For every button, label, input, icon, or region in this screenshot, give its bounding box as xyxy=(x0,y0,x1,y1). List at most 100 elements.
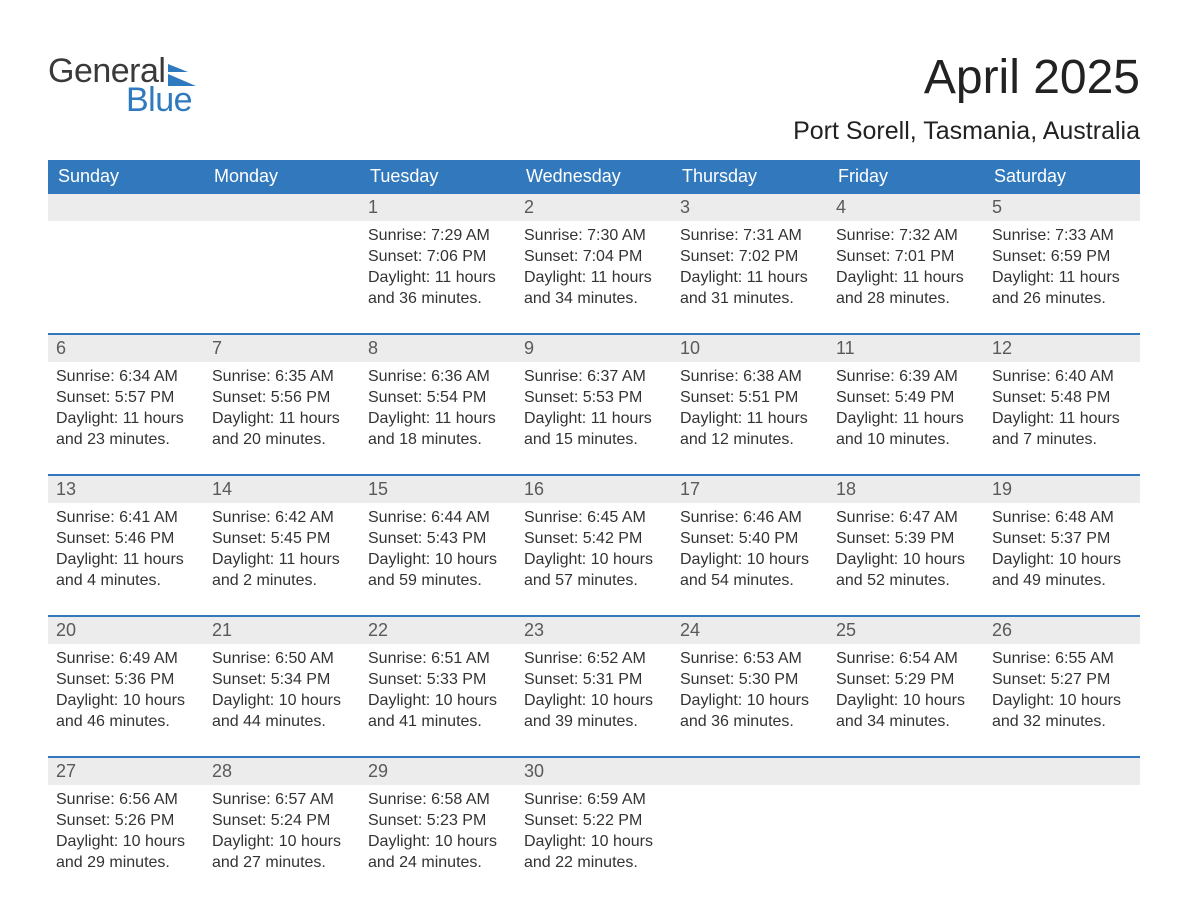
day-cell: Sunrise: 6:42 AM Sunset: 5:45 PM Dayligh… xyxy=(204,503,360,615)
daylight-text: Daylight: 10 hours and 29 minutes. xyxy=(56,831,196,873)
day-cell xyxy=(48,221,204,333)
day-number: 28 xyxy=(204,758,360,785)
sunrise-text: Sunrise: 6:48 AM xyxy=(992,507,1132,528)
day-number xyxy=(204,194,360,221)
sunrise-text: Sunrise: 6:56 AM xyxy=(56,789,196,810)
daylight-text: Daylight: 11 hours and 2 minutes. xyxy=(212,549,352,591)
sunset-text: Sunset: 5:48 PM xyxy=(992,387,1132,408)
daylight-text: Daylight: 10 hours and 27 minutes. xyxy=(212,831,352,873)
day-number: 26 xyxy=(984,617,1140,644)
sunset-text: Sunset: 6:59 PM xyxy=(992,246,1132,267)
daylight-text: Daylight: 10 hours and 22 minutes. xyxy=(524,831,664,873)
sunrise-text: Sunrise: 6:51 AM xyxy=(368,648,508,669)
daylight-text: Daylight: 10 hours and 44 minutes. xyxy=(212,690,352,732)
day-cell: Sunrise: 7:29 AM Sunset: 7:06 PM Dayligh… xyxy=(360,221,516,333)
day-cell: Sunrise: 6:35 AM Sunset: 5:56 PM Dayligh… xyxy=(204,362,360,474)
day-cell: Sunrise: 6:38 AM Sunset: 5:51 PM Dayligh… xyxy=(672,362,828,474)
day-number: 9 xyxy=(516,335,672,362)
month-title: April 2025 xyxy=(793,50,1140,105)
daylight-text: Daylight: 11 hours and 23 minutes. xyxy=(56,408,196,450)
sunset-text: Sunset: 5:42 PM xyxy=(524,528,664,549)
day-cell: Sunrise: 6:46 AM Sunset: 5:40 PM Dayligh… xyxy=(672,503,828,615)
daylight-text: Daylight: 11 hours and 20 minutes. xyxy=(212,408,352,450)
day-cell xyxy=(984,785,1140,897)
day-number: 15 xyxy=(360,476,516,503)
sunset-text: Sunset: 5:30 PM xyxy=(680,669,820,690)
logo: General Blue xyxy=(48,30,202,120)
day-cell: Sunrise: 6:48 AM Sunset: 5:37 PM Dayligh… xyxy=(984,503,1140,615)
daylight-text: Daylight: 11 hours and 15 minutes. xyxy=(524,408,664,450)
day-number: 12 xyxy=(984,335,1140,362)
sunrise-text: Sunrise: 7:30 AM xyxy=(524,225,664,246)
sunrise-text: Sunrise: 6:44 AM xyxy=(368,507,508,528)
sunset-text: Sunset: 5:22 PM xyxy=(524,810,664,831)
day-number: 23 xyxy=(516,617,672,644)
day-number xyxy=(828,758,984,785)
sunrise-text: Sunrise: 7:33 AM xyxy=(992,225,1132,246)
sunset-text: Sunset: 5:46 PM xyxy=(56,528,196,549)
sunrise-text: Sunrise: 6:42 AM xyxy=(212,507,352,528)
weekday-header: Thursday xyxy=(672,160,828,194)
sunrise-text: Sunrise: 6:36 AM xyxy=(368,366,508,387)
day-number: 8 xyxy=(360,335,516,362)
sunset-text: Sunset: 5:24 PM xyxy=(212,810,352,831)
daylight-text: Daylight: 10 hours and 39 minutes. xyxy=(524,690,664,732)
sunrise-text: Sunrise: 6:37 AM xyxy=(524,366,664,387)
sunrise-text: Sunrise: 7:31 AM xyxy=(680,225,820,246)
sunset-text: Sunset: 5:53 PM xyxy=(524,387,664,408)
daylight-text: Daylight: 10 hours and 32 minutes. xyxy=(992,690,1132,732)
week-row: 6 7 8 9 10 11 12 Sunrise: 6:34 AM Sunset… xyxy=(48,333,1140,474)
weekday-header: Friday xyxy=(828,160,984,194)
day-cell: Sunrise: 6:37 AM Sunset: 5:53 PM Dayligh… xyxy=(516,362,672,474)
day-cell: Sunrise: 6:51 AM Sunset: 5:33 PM Dayligh… xyxy=(360,644,516,756)
daylight-text: Daylight: 10 hours and 34 minutes. xyxy=(836,690,976,732)
sunset-text: Sunset: 5:51 PM xyxy=(680,387,820,408)
sunrise-text: Sunrise: 6:39 AM xyxy=(836,366,976,387)
day-cells-row: Sunrise: 7:29 AM Sunset: 7:06 PM Dayligh… xyxy=(48,221,1140,333)
day-number: 7 xyxy=(204,335,360,362)
daylight-text: Daylight: 10 hours and 52 minutes. xyxy=(836,549,976,591)
day-number: 30 xyxy=(516,758,672,785)
daylight-text: Daylight: 10 hours and 41 minutes. xyxy=(368,690,508,732)
week-row: 13 14 15 16 17 18 19 Sunrise: 6:41 AM Su… xyxy=(48,474,1140,615)
daylight-text: Daylight: 11 hours and 34 minutes. xyxy=(524,267,664,309)
sunset-text: Sunset: 5:39 PM xyxy=(836,528,976,549)
day-cell: Sunrise: 6:53 AM Sunset: 5:30 PM Dayligh… xyxy=(672,644,828,756)
day-number-row: 13 14 15 16 17 18 19 xyxy=(48,476,1140,503)
location-subtitle: Port Sorell, Tasmania, Australia xyxy=(793,117,1140,146)
sunset-text: Sunset: 5:43 PM xyxy=(368,528,508,549)
week-row: 1 2 3 4 5 Sunrise: 7:29 AM Sunset: 7:06 … xyxy=(48,194,1140,333)
sunrise-text: Sunrise: 6:40 AM xyxy=(992,366,1132,387)
sunrise-text: Sunrise: 6:58 AM xyxy=(368,789,508,810)
day-cell: Sunrise: 6:57 AM Sunset: 5:24 PM Dayligh… xyxy=(204,785,360,897)
day-cell: Sunrise: 6:50 AM Sunset: 5:34 PM Dayligh… xyxy=(204,644,360,756)
day-cell: Sunrise: 6:59 AM Sunset: 5:22 PM Dayligh… xyxy=(516,785,672,897)
sunrise-text: Sunrise: 6:53 AM xyxy=(680,648,820,669)
sunrise-text: Sunrise: 6:52 AM xyxy=(524,648,664,669)
sunset-text: Sunset: 5:31 PM xyxy=(524,669,664,690)
day-number-row: 1 2 3 4 5 xyxy=(48,194,1140,221)
daylight-text: Daylight: 10 hours and 59 minutes. xyxy=(368,549,508,591)
day-cell xyxy=(204,221,360,333)
weekday-header: Saturday xyxy=(984,160,1140,194)
day-number: 4 xyxy=(828,194,984,221)
day-number: 22 xyxy=(360,617,516,644)
day-cell: Sunrise: 6:34 AM Sunset: 5:57 PM Dayligh… xyxy=(48,362,204,474)
daylight-text: Daylight: 10 hours and 46 minutes. xyxy=(56,690,196,732)
day-number: 1 xyxy=(360,194,516,221)
day-cell xyxy=(672,785,828,897)
day-cell: Sunrise: 6:41 AM Sunset: 5:46 PM Dayligh… xyxy=(48,503,204,615)
sunrise-text: Sunrise: 6:49 AM xyxy=(56,648,196,669)
daylight-text: Daylight: 11 hours and 12 minutes. xyxy=(680,408,820,450)
daylight-text: Daylight: 11 hours and 36 minutes. xyxy=(368,267,508,309)
day-number: 6 xyxy=(48,335,204,362)
day-cell: Sunrise: 7:30 AM Sunset: 7:04 PM Dayligh… xyxy=(516,221,672,333)
sunset-text: Sunset: 5:40 PM xyxy=(680,528,820,549)
sunrise-text: Sunrise: 6:46 AM xyxy=(680,507,820,528)
header: General Blue April 2025 Port Sorell, Tas… xyxy=(48,30,1140,146)
day-number: 10 xyxy=(672,335,828,362)
day-cell: Sunrise: 6:47 AM Sunset: 5:39 PM Dayligh… xyxy=(828,503,984,615)
sunset-text: Sunset: 5:54 PM xyxy=(368,387,508,408)
weekday-header-row: Sunday Monday Tuesday Wednesday Thursday… xyxy=(48,160,1140,194)
daylight-text: Daylight: 11 hours and 4 minutes. xyxy=(56,549,196,591)
